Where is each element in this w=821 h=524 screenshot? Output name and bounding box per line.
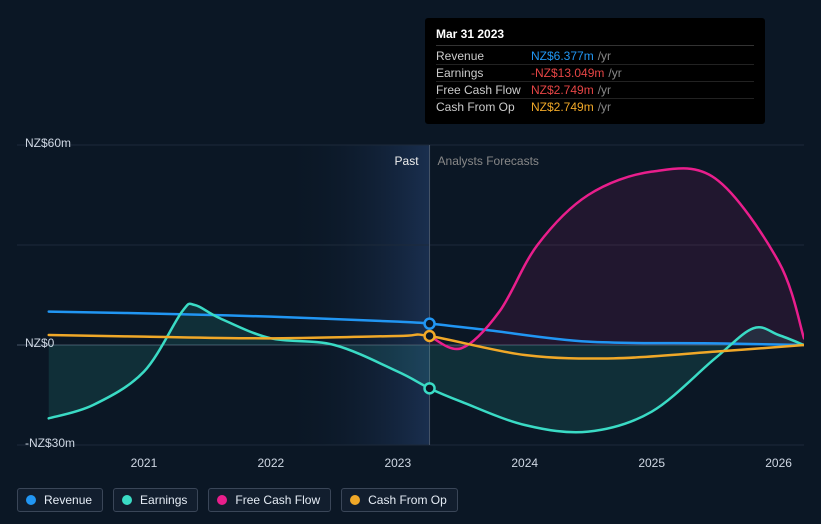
tooltip-row: RevenueNZ$6.377m/yr: [436, 48, 754, 65]
x-axis-label: 2025: [638, 456, 665, 470]
x-axis-label: 2024: [511, 456, 538, 470]
legend-swatch: [350, 495, 360, 505]
legend-label: Revenue: [44, 493, 92, 507]
legend-label: Free Cash Flow: [235, 493, 320, 507]
legend: Revenue Earnings Free Cash Flow Cash From O…: [17, 488, 458, 512]
legend-swatch: [217, 495, 227, 505]
tooltip-row: Earnings-NZ$13.049m/yr: [436, 65, 754, 82]
chart-area: Past Analysts Forecasts NZ$60m NZ$0 -NZ$30…: [17, 120, 804, 470]
legend-swatch: [26, 495, 36, 505]
tooltip-row-value: NZ$2.749m: [531, 100, 594, 114]
chart-svg: [17, 120, 804, 460]
tooltip-row-value: -NZ$13.049m: [531, 66, 604, 80]
legend-item-revenue[interactable]: Revenue: [17, 488, 103, 512]
tooltip-row-value: NZ$6.377m: [531, 49, 594, 63]
y-axis-label: -NZ$30m: [25, 436, 75, 450]
tooltip-row-label: Revenue: [436, 49, 531, 63]
tooltip-row: Cash From OpNZ$2.749m/yr: [436, 99, 754, 115]
legend-item-cash-from-op[interactable]: Cash From Op: [341, 488, 458, 512]
tooltip-row: Free Cash FlowNZ$2.749m/yr: [436, 82, 754, 99]
tooltip-row-unit: /yr: [598, 49, 611, 63]
y-axis-label: NZ$0: [25, 336, 54, 350]
tooltip-row-label: Cash From Op: [436, 100, 531, 114]
legend-swatch: [122, 495, 132, 505]
legend-item-free-cash-flow[interactable]: Free Cash Flow: [208, 488, 331, 512]
legend-label: Cash From Op: [368, 493, 447, 507]
tooltip-row-label: Free Cash Flow: [436, 83, 531, 97]
tooltip-row-label: Earnings: [436, 66, 531, 80]
legend-label: Earnings: [140, 493, 187, 507]
tooltip-row-unit: /yr: [608, 66, 621, 80]
forecast-region-label: Analysts Forecasts: [438, 154, 539, 168]
legend-item-earnings[interactable]: Earnings: [113, 488, 198, 512]
x-axis-label: 2026: [765, 456, 792, 470]
tooltip-row-value: NZ$2.749m: [531, 83, 594, 97]
x-axis-label: 2022: [258, 456, 285, 470]
chart-tooltip: Mar 31 2023 RevenueNZ$6.377m/yrEarnings-…: [425, 18, 765, 124]
x-axis-label: 2021: [131, 456, 158, 470]
past-region-label: Past: [395, 154, 419, 168]
tooltip-row-unit: /yr: [598, 83, 611, 97]
tooltip-date: Mar 31 2023: [436, 25, 754, 46]
x-axis-label: 2023: [384, 456, 411, 470]
tooltip-row-unit: /yr: [598, 100, 611, 114]
y-axis-label: NZ$60m: [25, 136, 71, 150]
